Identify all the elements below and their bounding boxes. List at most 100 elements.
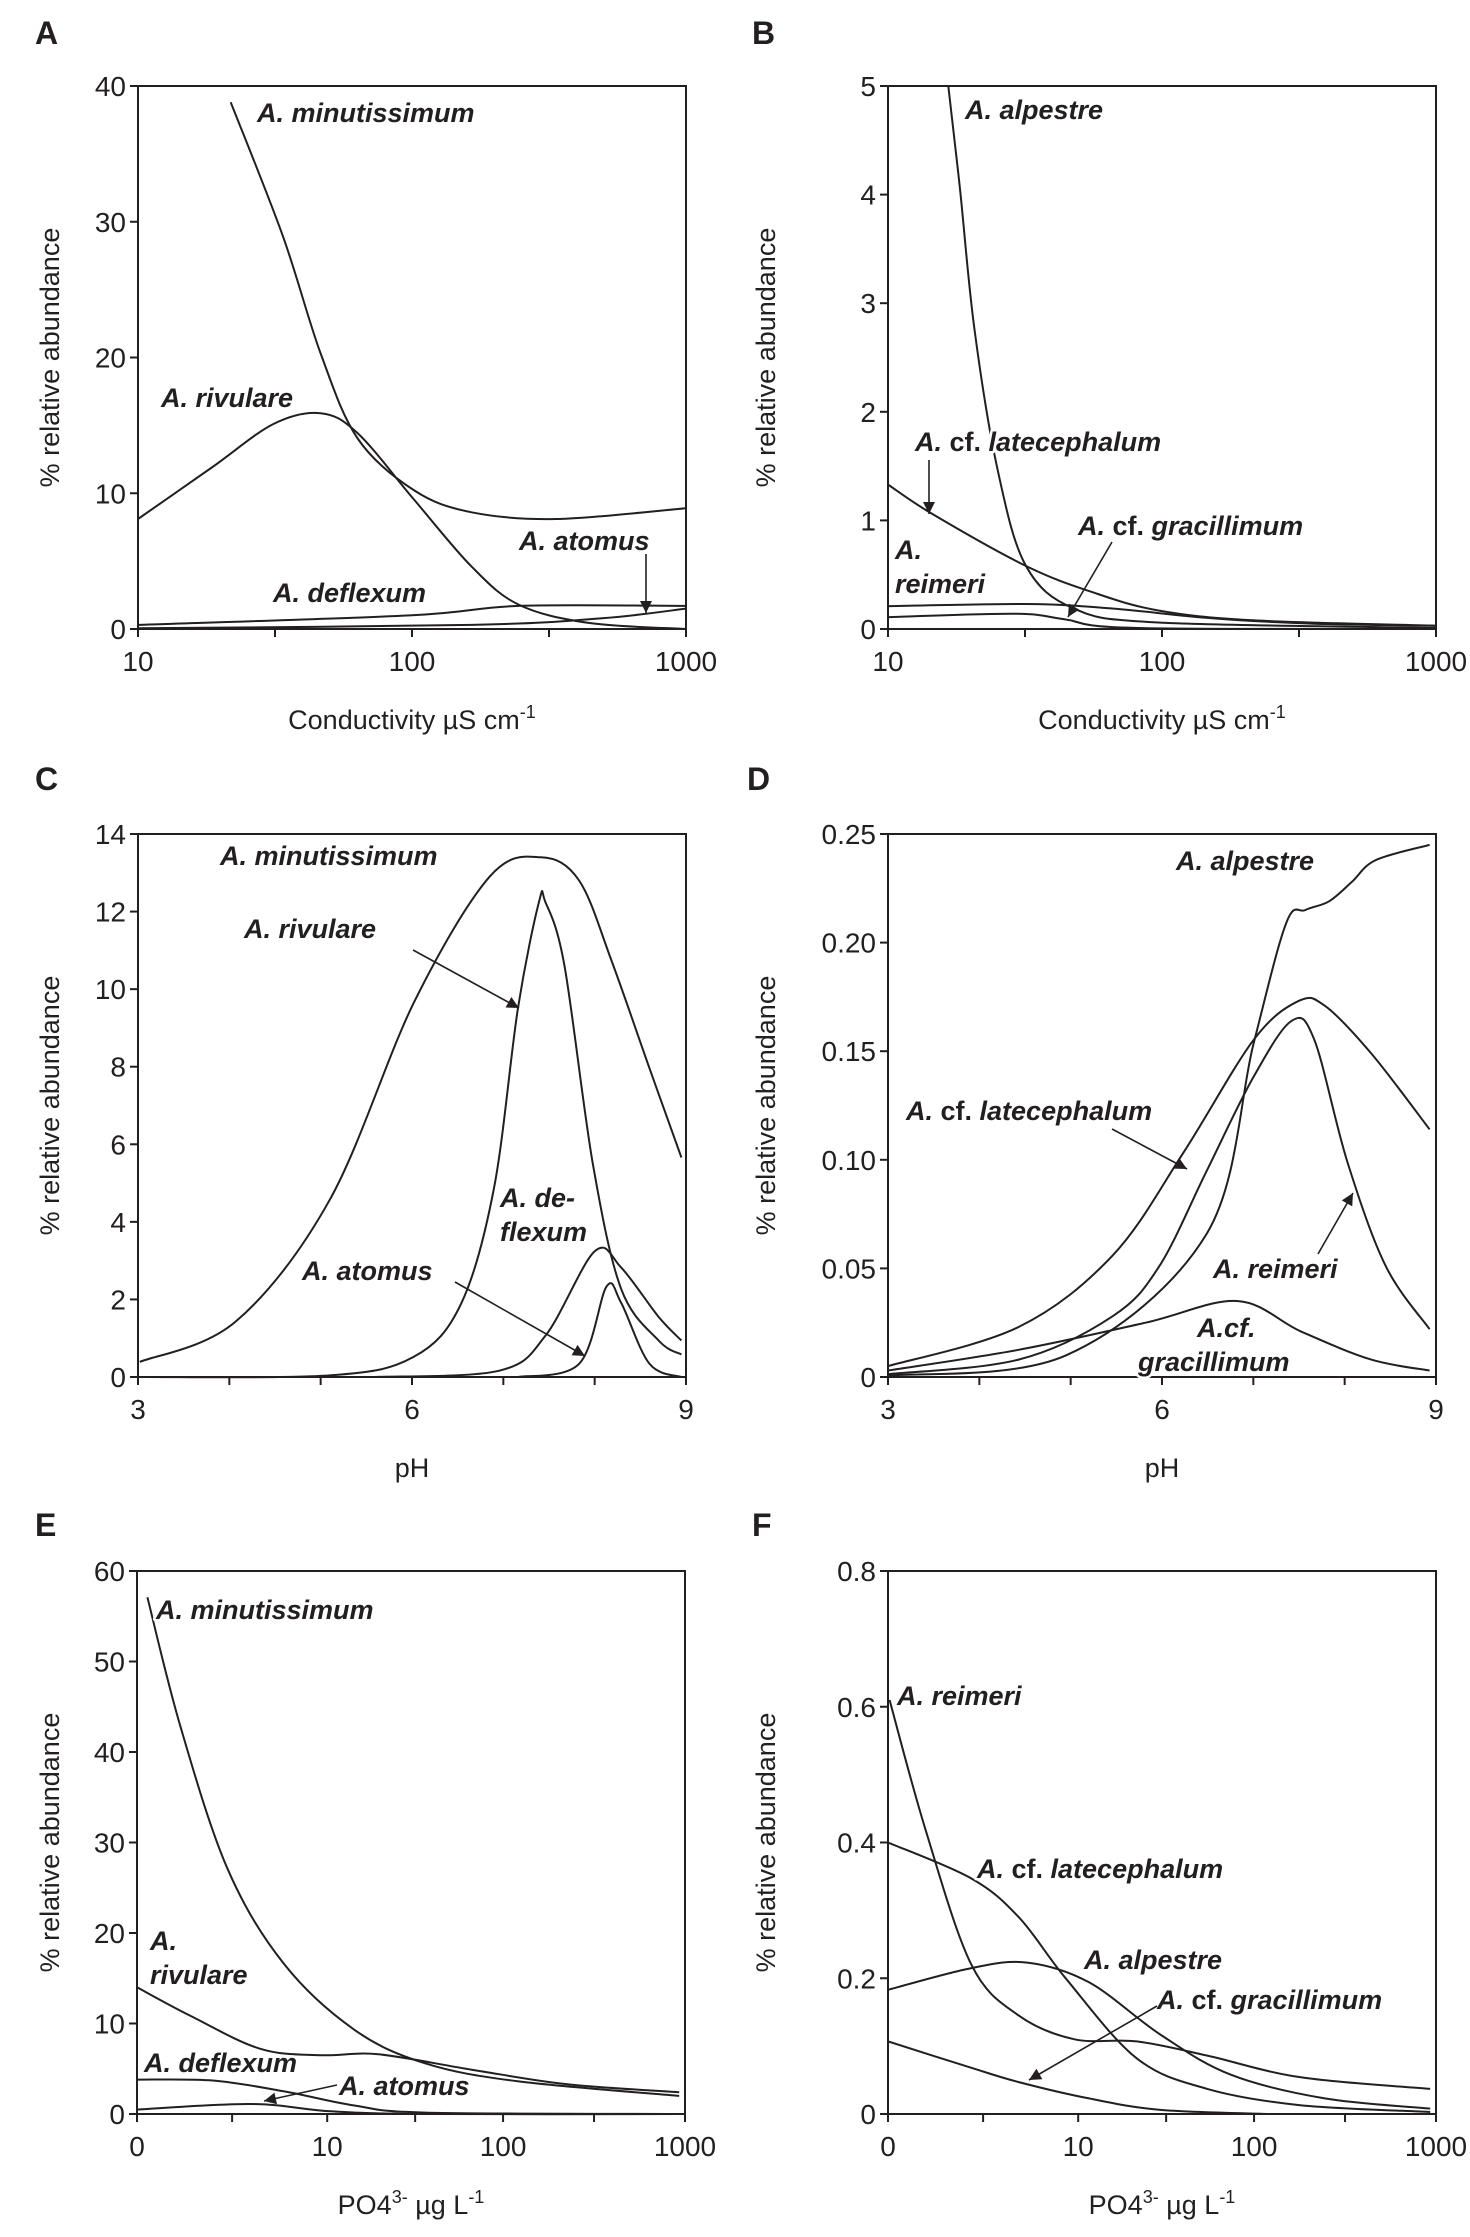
y-tick-label: 1: [860, 505, 876, 536]
series-line-4: [887, 612, 1437, 630]
y-tick-label: 0.2: [837, 1963, 876, 1994]
y-tick-label: 0: [110, 1362, 126, 1393]
x-tick-label: 10: [872, 646, 903, 677]
series-line-4: [887, 2040, 1269, 2115]
x-tick-label: 10: [122, 646, 153, 677]
y-tick-label: 0: [860, 2099, 876, 2130]
series-label: A.: [149, 1926, 177, 1956]
series-label: A. minutissimum: [219, 841, 438, 871]
series-label: A. minutissimum: [256, 98, 475, 128]
series-label: A. reimeri: [1212, 1254, 1338, 1284]
x-axis-title: pH: [395, 1453, 430, 1483]
y-tick-label: 10: [95, 478, 126, 509]
series-line-1: [888, 1699, 1431, 2090]
y-tick-label: 0.15: [822, 1036, 877, 1067]
x-axis-title: Conductivity µS cm-1: [1038, 702, 1286, 735]
panel-letter: F: [752, 1507, 772, 1543]
series-line-2: [137, 890, 682, 1379]
series-label: A. atomus: [338, 2071, 470, 2101]
series-label: A.cf.: [1196, 1313, 1256, 1343]
y-tick-label: 2: [860, 397, 876, 428]
y-tick-label: 8: [110, 1052, 126, 1083]
x-axis-title: pH: [1145, 1453, 1180, 1483]
series-line-2: [887, 1841, 1431, 2113]
series-label: A. de-: [499, 1183, 575, 1213]
x-tick-label: 6: [404, 1394, 420, 1425]
series-label: A. cf. latecephalum: [914, 427, 1161, 457]
panel-letter: B: [752, 15, 775, 51]
series-label: A. rivulare: [243, 914, 376, 944]
plot-frame: [887, 85, 1437, 630]
arrow-icon: [1317, 1192, 1354, 1255]
series-label: A. cf. latecephalum: [976, 1854, 1223, 1884]
y-tick-label: 40: [94, 1737, 125, 1768]
series-line-1: [139, 855, 683, 1363]
series-label: A. alpestre: [1175, 846, 1314, 876]
series-line-3: [887, 602, 1437, 627]
series-label: A. cf. latecephalum: [905, 1096, 1152, 1126]
series-label: A. minutissimum: [155, 1595, 374, 1625]
y-tick-label: 0.10: [822, 1145, 877, 1176]
y-tick-label: 30: [95, 207, 126, 238]
x-tick-label: 1000: [1405, 2131, 1467, 2162]
y-tick-label: 0: [860, 614, 876, 645]
arrow-icon: [1067, 541, 1113, 618]
arrow-icon: [412, 949, 520, 1009]
x-tick-label: 6: [1154, 1394, 1170, 1425]
panel-letter: C: [35, 761, 58, 797]
arrow-icon: [1028, 2005, 1158, 2081]
x-axis-title: PO43- µg L-1: [1089, 2187, 1236, 2220]
arrow-icon: [1111, 1128, 1188, 1170]
x-axis-title: PO43- µg L-1: [338, 2187, 485, 2220]
y-axis-title: % relative abundance: [35, 228, 65, 488]
series-line-2: [137, 411, 687, 630]
x-tick-label: 100: [480, 2131, 527, 2162]
x-tick-label: 1000: [654, 2131, 716, 2162]
x-tick-label: 10: [312, 2131, 343, 2162]
x-tick-label: 0: [129, 2131, 145, 2162]
y-tick-label: 4: [110, 1207, 126, 1238]
series-label: A. rivulare: [160, 383, 293, 413]
panel-letter: E: [35, 1507, 56, 1543]
y-axis-title: % relative abundance: [35, 976, 65, 1236]
y-axis-title: % relative abundance: [751, 228, 781, 488]
panel-c: C 0 2 4 6 8 10 12 14 3 6 9 pH % relative abundance A. …: [35, 761, 694, 1483]
x-tick-label: 1000: [655, 646, 717, 677]
y-tick-label: 60: [94, 1556, 125, 1587]
series-line-4: [517, 1282, 682, 1378]
plot-frame: [887, 1570, 1437, 2115]
y-tick-label: 10: [94, 2009, 125, 2040]
x-tick-label: 9: [678, 1394, 694, 1425]
panel-letter: A: [35, 15, 58, 51]
x-tick-label: 100: [1139, 646, 1186, 677]
y-tick-label: 3: [860, 288, 876, 319]
y-axis-title: % relative abundance: [35, 1713, 65, 1973]
series-line-3: [375, 1246, 683, 1378]
arrow-icon: [263, 2084, 338, 2105]
series-line-4: [887, 1299, 1430, 1372]
y-tick-label: 0.6: [837, 1692, 876, 1723]
series-label: A. alpestre: [1083, 1945, 1222, 1975]
series-line-1: [146, 1596, 680, 2097]
y-tick-label: 0.4: [837, 1828, 876, 1859]
series-line-3: [887, 1960, 1431, 2110]
x-tick-label: 1000: [1405, 646, 1467, 677]
series-line-3: [887, 1016, 1431, 1376]
series-label: reimeri: [895, 569, 986, 599]
panel-e: E 0 10 20 30 40 50 60 0 10 100 1000 PO43- µg L-1 % re…: [35, 1507, 716, 2220]
y-tick-label: 0.8: [837, 1556, 876, 1587]
panel-letter: D: [747, 761, 770, 797]
y-tick-label: 50: [94, 1647, 125, 1678]
panel-f: F 0 0.2 0.4 0.6 0.8 0 10 100 1000 PO43- µg L-1 % re…: [751, 1507, 1467, 2220]
panel-b: B 0 1 2 3 4 5 10 100 1000 Conductivity µS cm-1 % re…: [751, 15, 1467, 735]
series-line-1: [229, 101, 687, 521]
y-tick-label: 12: [95, 897, 126, 928]
y-tick-label: 20: [95, 343, 126, 374]
y-tick-label: 0.20: [822, 928, 877, 959]
y-tick-label: 30: [94, 1828, 125, 1859]
series-label: A. deflexum: [272, 578, 426, 608]
y-tick-label: 0: [860, 1362, 876, 1393]
series-label: A. cf. gracillimum: [1077, 511, 1303, 541]
